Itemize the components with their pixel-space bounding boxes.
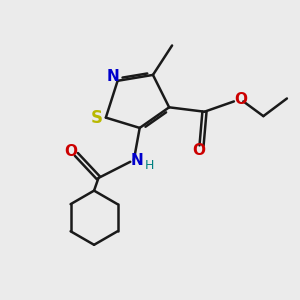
Text: O: O bbox=[234, 92, 247, 107]
Text: H: H bbox=[144, 159, 154, 172]
Text: O: O bbox=[192, 143, 205, 158]
Text: N: N bbox=[131, 153, 144, 168]
Text: N: N bbox=[107, 69, 120, 84]
Text: S: S bbox=[90, 109, 102, 127]
Text: O: O bbox=[64, 144, 77, 159]
